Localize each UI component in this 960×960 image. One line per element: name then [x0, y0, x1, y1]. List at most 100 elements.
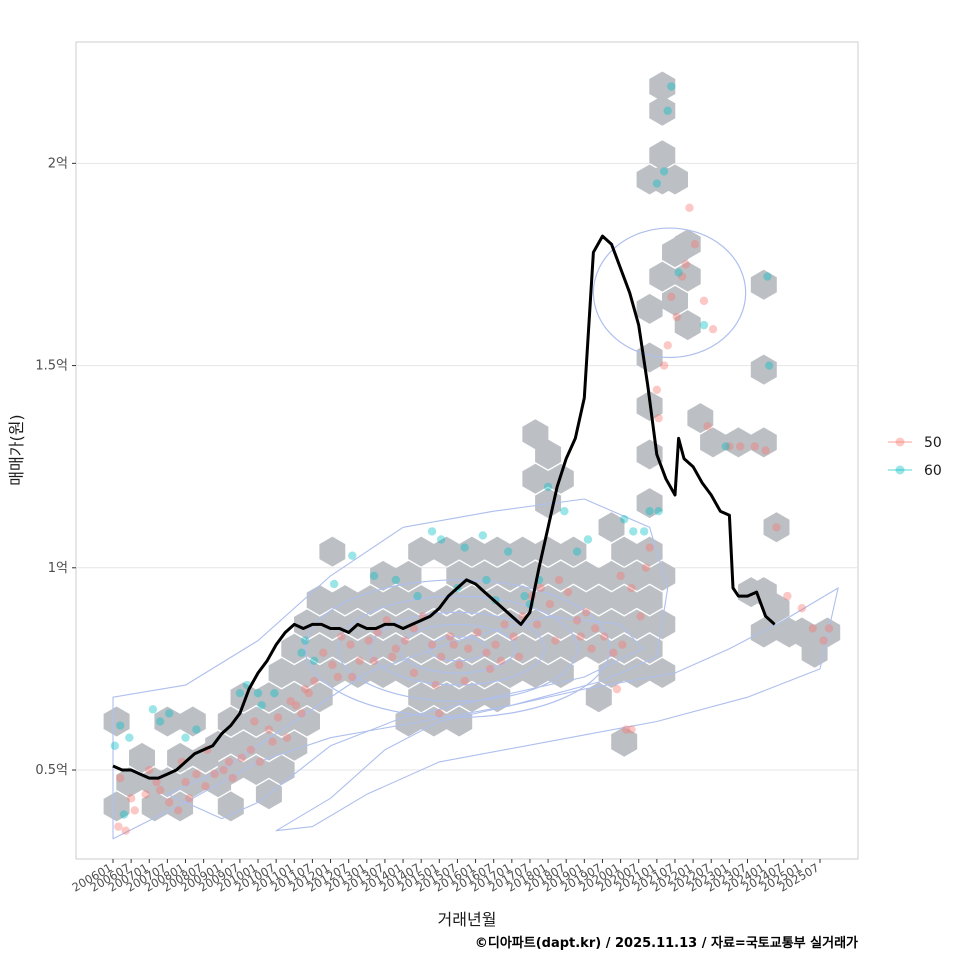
- x-axis: 2006012006072007012007072008012008072009…: [69, 859, 822, 895]
- data-point-50: [645, 543, 654, 552]
- hexbin-cell: [281, 633, 308, 664]
- data-point-50: [576, 632, 585, 641]
- data-point-50: [237, 753, 246, 763]
- data-point-50: [685, 203, 694, 213]
- data-point-50: [627, 583, 636, 593]
- hexbin-cell: [306, 585, 333, 616]
- hexbin-cell: [103, 791, 130, 822]
- data-point-50: [690, 240, 700, 249]
- hexbin-cell: [611, 726, 638, 757]
- hexbin-cell: [535, 585, 562, 616]
- data-point-60: [629, 527, 638, 536]
- hexbin-cell: [649, 261, 676, 292]
- data-point-50: [297, 709, 306, 718]
- hexbin-cell: [649, 71, 676, 102]
- hexbin-cell: [750, 427, 777, 458]
- hexbin-cell: [750, 617, 777, 648]
- data-point-60: [699, 320, 709, 330]
- data-point-50: [116, 773, 125, 783]
- data-point-50: [824, 624, 834, 633]
- y-tick-label: 1억: [48, 561, 68, 576]
- hexbin-cell: [623, 609, 650, 640]
- data-point-50: [300, 684, 310, 694]
- hexbin-cell: [332, 585, 358, 616]
- hexbin-cell: [535, 439, 562, 470]
- data-point-50: [699, 296, 709, 306]
- data-point-50: [174, 806, 183, 815]
- data-point-50: [464, 644, 473, 653]
- density-contour-outer: [112, 498, 669, 840]
- data-point-60: [543, 482, 553, 492]
- data-point-50: [750, 442, 759, 451]
- data-point-60: [369, 571, 379, 581]
- hexbin-cell: [484, 633, 511, 664]
- data-point-60: [652, 179, 662, 188]
- data-point-50: [725, 442, 734, 451]
- hexbin-cell: [522, 560, 549, 591]
- hexbin-cell: [370, 560, 397, 591]
- data-point-60: [721, 442, 730, 451]
- hexbin-cell: [141, 791, 168, 822]
- y-axis-title: 매매가(원): [7, 414, 26, 485]
- data-point-50: [286, 697, 295, 706]
- hexbin-cell: [217, 706, 244, 737]
- data-point-50: [224, 757, 234, 767]
- hexbin-cell: [814, 617, 841, 648]
- data-point-50: [663, 341, 672, 350]
- hexbin-cell: [560, 536, 587, 567]
- data-point-50: [348, 672, 357, 682]
- data-point-50: [201, 781, 210, 791]
- data-point-50: [126, 794, 136, 803]
- data-point-60: [659, 167, 669, 176]
- data-point-50: [681, 260, 691, 269]
- hexbin-cell: [167, 791, 194, 822]
- hexbin-cell: [636, 585, 663, 616]
- legend-key-point: [895, 437, 905, 447]
- data-point-50: [554, 575, 564, 585]
- hexbin-cell: [420, 706, 447, 737]
- data-point-50: [627, 725, 636, 734]
- data-point-60: [763, 272, 772, 281]
- hexbin-cell: [306, 682, 333, 713]
- hexbin-layer: [103, 71, 841, 822]
- data-point-50: [164, 798, 174, 807]
- y-tick-label: 1.5억: [35, 359, 68, 374]
- hexbin-cell: [623, 560, 650, 591]
- data-point-50: [291, 701, 301, 710]
- data-point-50: [445, 632, 455, 641]
- data-point-50: [491, 640, 500, 649]
- hexbin-cell: [649, 658, 676, 688]
- hexbin-cell: [179, 767, 206, 798]
- hexbin-cell: [687, 403, 714, 434]
- data-point-50: [536, 583, 546, 593]
- hexbin-cell: [344, 658, 371, 688]
- hexbin-cell: [268, 658, 295, 688]
- data-point-60: [765, 361, 774, 370]
- hexbin-cell: [458, 633, 485, 664]
- density-contour: [592, 227, 747, 359]
- data-point-50: [121, 826, 130, 835]
- data-point-50: [346, 640, 355, 649]
- data-point-60: [427, 527, 437, 536]
- hexbin-cell: [763, 512, 790, 543]
- hexbin-cell: [433, 633, 460, 664]
- hexbin-cell: [370, 658, 397, 688]
- data-point-50: [184, 794, 194, 803]
- data-point-60: [391, 575, 400, 585]
- data-point-50: [435, 709, 444, 718]
- data-point-50: [431, 680, 440, 690]
- data-point-60: [116, 721, 125, 730]
- legend-key-point: [895, 465, 905, 475]
- hexbin-cell: [306, 633, 333, 664]
- data-point-50: [672, 312, 681, 322]
- hexbin-cell: [294, 609, 320, 640]
- data-point-60: [663, 106, 672, 115]
- hexbin-cell: [585, 585, 612, 616]
- legend-label: 50: [924, 435, 942, 451]
- data-point-50: [533, 620, 542, 629]
- data-point-50: [652, 385, 662, 395]
- data-point-50: [391, 644, 400, 653]
- y-tick-label: 2억: [48, 156, 68, 171]
- legend-label: 60: [924, 463, 942, 479]
- hexbin-cell: [217, 755, 244, 785]
